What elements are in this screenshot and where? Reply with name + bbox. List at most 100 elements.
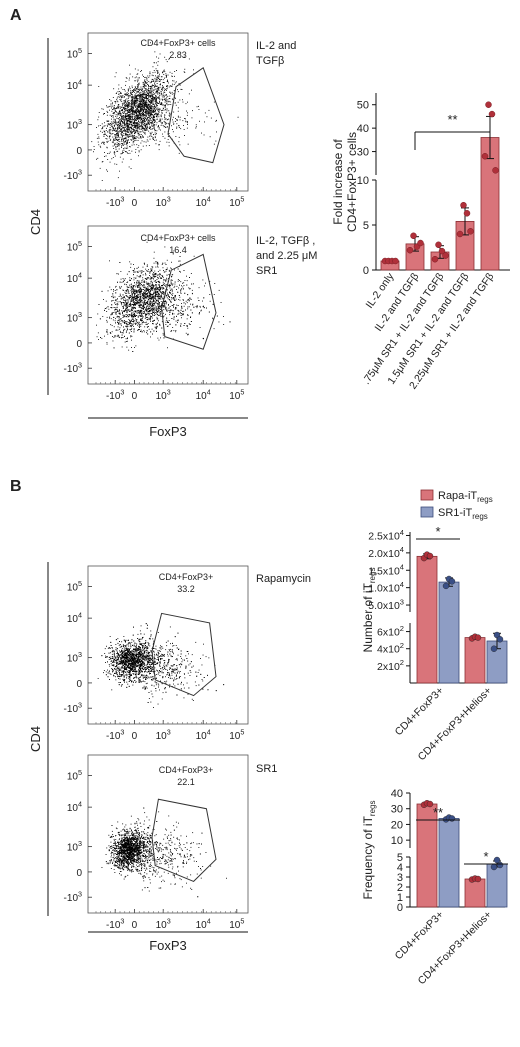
event-dot: [111, 110, 113, 112]
event-dot: [148, 310, 150, 311]
event-dot: [139, 77, 140, 79]
event-dot: [178, 152, 180, 154]
event-dot: [137, 69, 139, 71]
event-dot: [127, 139, 129, 141]
event-dot: [132, 90, 134, 92]
event-dot: [119, 130, 120, 132]
event-dot: [135, 319, 137, 321]
event-dot: [140, 93, 142, 95]
event-dot: [152, 111, 153, 113]
event-dot: [145, 304, 147, 305]
event-dot: [152, 123, 154, 124]
event-dot: [128, 96, 130, 98]
event-dot: [151, 298, 152, 300]
event-dot: [140, 296, 142, 298]
event-dot: [146, 314, 148, 315]
event-dot: [151, 99, 153, 101]
event-dot: [144, 284, 145, 286]
event-dot: [130, 113, 132, 114]
event-dot: [133, 91, 135, 93]
event-dot: [199, 312, 200, 314]
event-dot: [138, 309, 140, 311]
event-dot: [140, 307, 142, 308]
event-dot: [166, 310, 168, 312]
event-dot: [148, 120, 150, 121]
event-dot: [136, 122, 138, 124]
event-dot: [120, 95, 122, 97]
event-dot: [114, 119, 116, 121]
event-dot: [171, 75, 173, 77]
event-dot: [133, 316, 134, 317]
event-dot: [177, 313, 179, 315]
event-dot: [162, 275, 164, 277]
event-dot: [135, 96, 137, 97]
event-dot: [154, 104, 156, 106]
event-dot: [140, 94, 141, 95]
event-dot: [180, 323, 182, 325]
event-dot: [122, 311, 123, 313]
event-dot: [148, 326, 149, 327]
event-dot: [154, 314, 156, 316]
event-dot: [137, 79, 139, 81]
event-dot: [146, 296, 148, 298]
event-dot: [112, 127, 114, 129]
event-dot: [169, 115, 170, 117]
event-dot: [108, 106, 110, 108]
event-dot: [173, 305, 174, 307]
event-dot: [146, 109, 148, 111]
event-dot: [120, 113, 122, 115]
event-dot: [164, 285, 166, 286]
event-dot: [179, 116, 181, 118]
event-dot: [158, 116, 160, 118]
event-dot: [142, 301, 144, 303]
event-dot: [132, 287, 134, 289]
event-dot: [134, 119, 136, 121]
event-dot: [180, 309, 182, 311]
event-dot: [152, 96, 154, 98]
event-dot: [146, 130, 148, 131]
event-dot: [118, 118, 120, 120]
event-dot: [104, 152, 105, 153]
event-dot: [111, 313, 113, 314]
event-dot: [125, 115, 126, 117]
event-dot: [163, 294, 165, 296]
event-dot: [174, 96, 176, 98]
event-dot: [142, 145, 144, 147]
event-dot: [125, 77, 127, 79]
event-dot: [147, 94, 149, 96]
event-dot: [134, 315, 136, 317]
event-dot: [131, 121, 133, 123]
event-dot: [158, 295, 159, 297]
event-dot: [160, 121, 162, 123]
event-dot: [150, 107, 152, 108]
event-dot: [126, 104, 128, 106]
event-dot: [105, 133, 106, 135]
event-dot: [145, 109, 147, 111]
event-dot: [146, 317, 148, 318]
event-dot: [151, 101, 152, 103]
event-dot: [101, 337, 103, 339]
event-dot: [109, 260, 110, 262]
event-dot: [196, 106, 198, 108]
event-dot: [155, 266, 157, 268]
event-dot: [131, 296, 133, 298]
event-dot: [147, 288, 149, 290]
event-dot: [144, 83, 146, 85]
event-dot: [147, 300, 149, 302]
event-dot: [155, 62, 157, 64]
event-dot: [137, 126, 139, 128]
event-dot: [162, 107, 164, 109]
event-dot: [98, 112, 100, 113]
event-dot: [153, 86, 155, 88]
event-dot: [132, 291, 134, 293]
event-dot: [158, 305, 160, 307]
event-dot: [152, 298, 154, 300]
event-dot: [123, 149, 125, 151]
event-dot: [135, 100, 137, 102]
event-dot: [168, 82, 169, 84]
event-dot: [187, 327, 189, 329]
event-dot: [140, 110, 142, 112]
event-dot: [117, 118, 119, 119]
event-dot: [132, 103, 134, 105]
event-dot: [166, 267, 168, 269]
